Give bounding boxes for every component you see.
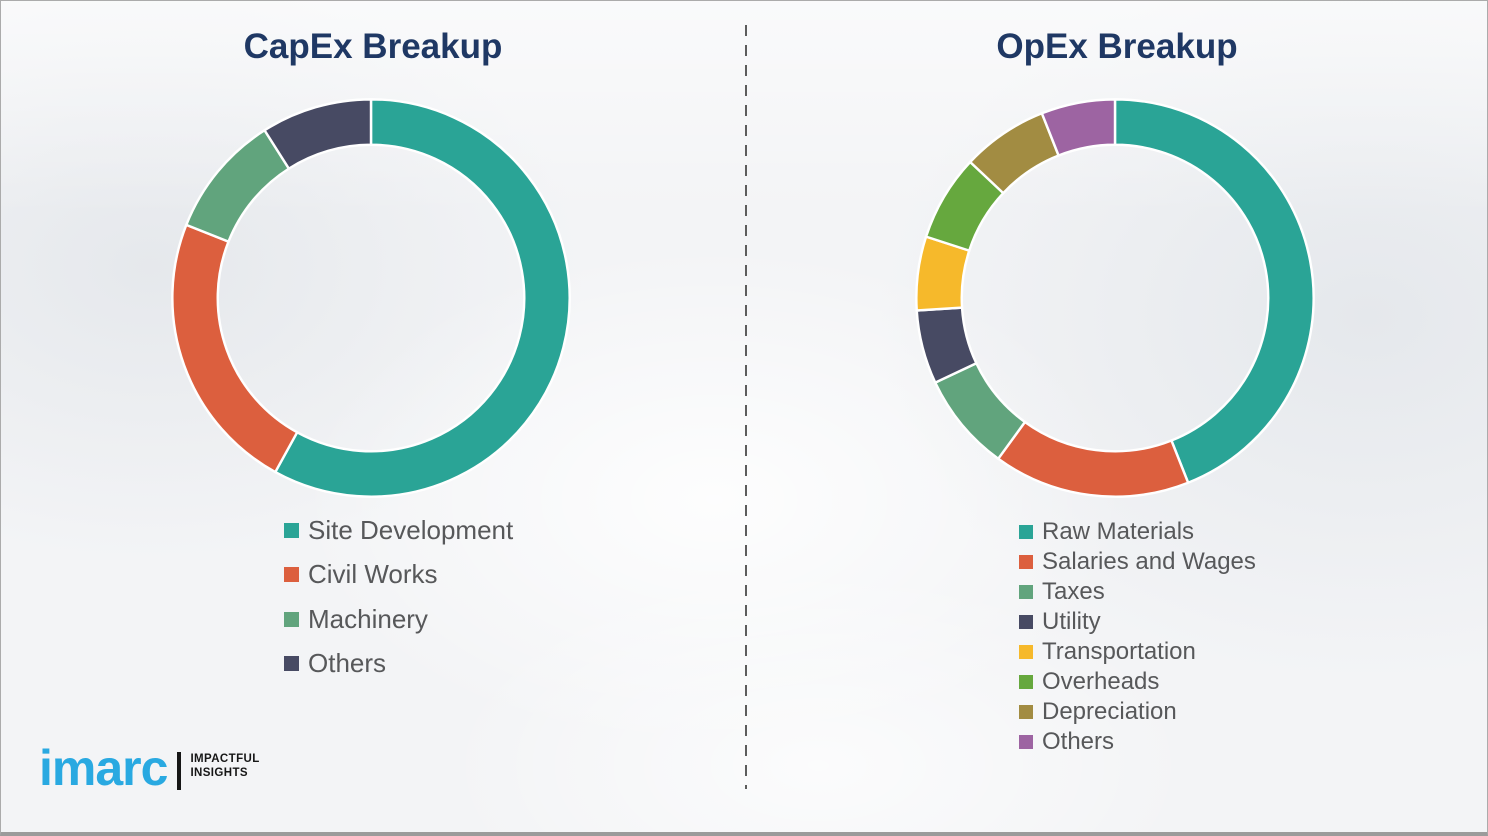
legend-swatch: [284, 611, 299, 627]
donut-segment-raw-materials: [1113, 98, 1315, 484]
capex-legend: Site Development Civil Works Machinery Othe…: [284, 508, 513, 686]
opex-panel: OpEx Breakup Raw Materials Salaries and W…: [745, 1, 1487, 832]
divider-dashed-line: [745, 25, 747, 789]
legend-label: Transportation: [1042, 638, 1196, 665]
legend-item: Others: [1019, 727, 1256, 757]
legend-swatch: [284, 656, 299, 672]
capex-panel: CapEx Breakup Site Development Civil Work…: [1, 1, 745, 832]
legend-label: Others: [308, 648, 387, 679]
imarc-brand-text: imarc: [39, 740, 168, 796]
legend-label: Others: [1042, 728, 1115, 755]
legend-label: Raw Materials: [1042, 518, 1195, 545]
legend-swatch: [1019, 615, 1033, 629]
donut-segment-others: [263, 98, 373, 170]
legend-swatch: [1019, 585, 1033, 599]
legend-swatch: [1019, 645, 1033, 659]
donut-segment-others: [1040, 98, 1117, 157]
donut-segment-civil-works: [171, 223, 299, 474]
legend-swatch: [284, 522, 299, 538]
logo-tagline: IMPACTFUL INSIGHTS: [190, 753, 259, 780]
legend-label: Utility: [1042, 608, 1101, 635]
legend-item: Overheads: [1019, 667, 1256, 697]
legend-item: Raw Materials: [1019, 517, 1256, 547]
capex-chart-title: CapEx Breakup: [243, 27, 503, 66]
legend-swatch: [1019, 525, 1033, 539]
legend-label: Depreciation: [1042, 698, 1177, 725]
imarc-logo: imarc IMPACTFUL INSIGHTS: [39, 738, 260, 798]
logo-tagline-line1: IMPACTFUL: [190, 753, 260, 765]
legend-swatch: [1019, 705, 1033, 719]
legend-item: Others: [284, 642, 513, 687]
legend-swatch: [1019, 555, 1033, 569]
legend-item: Depreciation: [1019, 697, 1256, 727]
legend-label: Civil Works: [308, 559, 438, 590]
donut-segment-site-development: [274, 98, 571, 498]
legend-item: Site Development: [284, 508, 513, 553]
legend-item: Machinery: [284, 597, 513, 642]
legend-label: Overheads: [1042, 668, 1160, 695]
legend-label: Salaries and Wages: [1042, 548, 1256, 575]
logo-tagline-line2: INSIGHTS: [190, 766, 248, 779]
legend-label: Machinery: [308, 603, 428, 634]
donut-segment-machinery: [185, 129, 291, 243]
opex-donut-chart: [915, 98, 1315, 498]
donut-segment-salaries-and-wages: [997, 420, 1190, 498]
capex-donut-chart: [171, 98, 571, 498]
legend-swatch: [1019, 735, 1033, 749]
legend-item: Taxes: [1019, 577, 1256, 607]
logo-divider-bar: [177, 752, 182, 790]
legend-label: Taxes: [1042, 578, 1105, 605]
legend-item: Salaries and Wages: [1019, 547, 1256, 577]
legend-item: Transportation: [1019, 637, 1256, 667]
legend-label: Site Development: [308, 514, 514, 545]
opex-chart-title: OpEx Breakup: [996, 27, 1238, 66]
legend-swatch: [1019, 675, 1033, 689]
legend-item: Civil Works: [284, 553, 513, 598]
opex-legend: Raw Materials Salaries and Wages Taxes Util…: [1019, 517, 1256, 757]
legend-swatch: [284, 567, 299, 583]
legend-item: Utility: [1019, 607, 1256, 637]
